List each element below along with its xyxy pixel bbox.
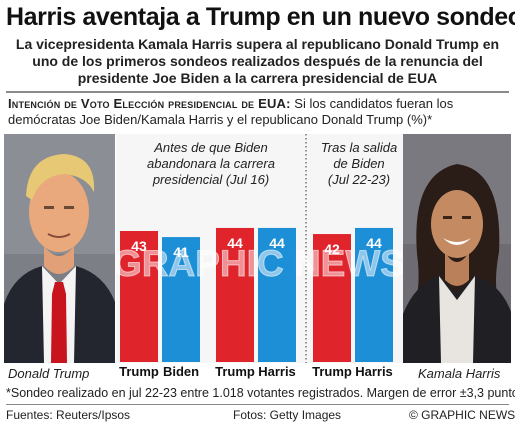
subheadline: La vicepresidenta Kamala Harris supera a… bbox=[15, 36, 500, 86]
trump-photo-caption: Donald Trump bbox=[8, 366, 90, 381]
photo-credit: Fotos: Getty Images bbox=[233, 408, 342, 422]
period-caption: (Jul 22-23) bbox=[328, 172, 390, 187]
bar-value-label: 44 bbox=[227, 235, 243, 251]
category-label: Harris bbox=[355, 364, 393, 379]
data-source: Fuentes: Reuters/Ipsos bbox=[6, 408, 131, 422]
period-caption: presidencial (Jul 16) bbox=[152, 172, 269, 187]
top-divider bbox=[6, 91, 509, 93]
category-label: Biden bbox=[162, 364, 200, 379]
bar-trump bbox=[120, 231, 158, 362]
chart-question: Intención de Voto Elección presidencial … bbox=[8, 96, 511, 128]
bar-harris bbox=[258, 227, 296, 362]
harris-photo-caption: Kamala Harris bbox=[418, 366, 501, 381]
bar-harris bbox=[355, 227, 393, 362]
copyright: © GRAPHIC NEWS bbox=[409, 408, 515, 422]
category-labels: Trump Biden Trump Harris Trump Harris bbox=[116, 364, 403, 384]
bar-value-label: 44 bbox=[269, 235, 285, 251]
bar-trump bbox=[313, 234, 351, 362]
bar-value-label: 43 bbox=[131, 238, 147, 254]
trump-portrait-image bbox=[4, 134, 115, 363]
period-caption: abandonara la carrera bbox=[147, 156, 275, 171]
period-caption: de Biden bbox=[333, 156, 384, 171]
bar-value-label: 42 bbox=[324, 241, 340, 257]
harris-photo bbox=[403, 134, 511, 363]
trump-photo bbox=[4, 134, 115, 363]
question-text: Si los candidatos fueran los demócratas … bbox=[8, 96, 454, 127]
category-label: Harris bbox=[258, 364, 296, 379]
category-label: Trump bbox=[119, 364, 159, 379]
harris-portrait-image bbox=[403, 134, 511, 363]
question-label: Intención de Voto Elección presidencial … bbox=[8, 96, 291, 111]
headline: Harris aventaja a Trump en un nuevo sond… bbox=[6, 3, 515, 31]
category-label: Trump bbox=[215, 364, 255, 379]
bar-biden bbox=[162, 237, 200, 362]
bar-value-label: 44 bbox=[366, 235, 382, 251]
period-caption: Antes de que Biden bbox=[153, 140, 267, 155]
period-caption: Tras la salida bbox=[321, 140, 397, 155]
bottom-divider bbox=[6, 404, 509, 405]
chart-area: 43 41 Antes de que Biden abandonara la carr… bbox=[113, 134, 405, 363]
category-label: Trump bbox=[312, 364, 352, 379]
bar-value-label: 41 bbox=[173, 244, 189, 260]
watermark-text: GRAPHIC NEWS bbox=[116, 243, 403, 284]
survey-footnote: *Sondeo realizado en jul 22-23 entre 1.0… bbox=[6, 386, 515, 400]
bar-trump bbox=[216, 227, 254, 362]
